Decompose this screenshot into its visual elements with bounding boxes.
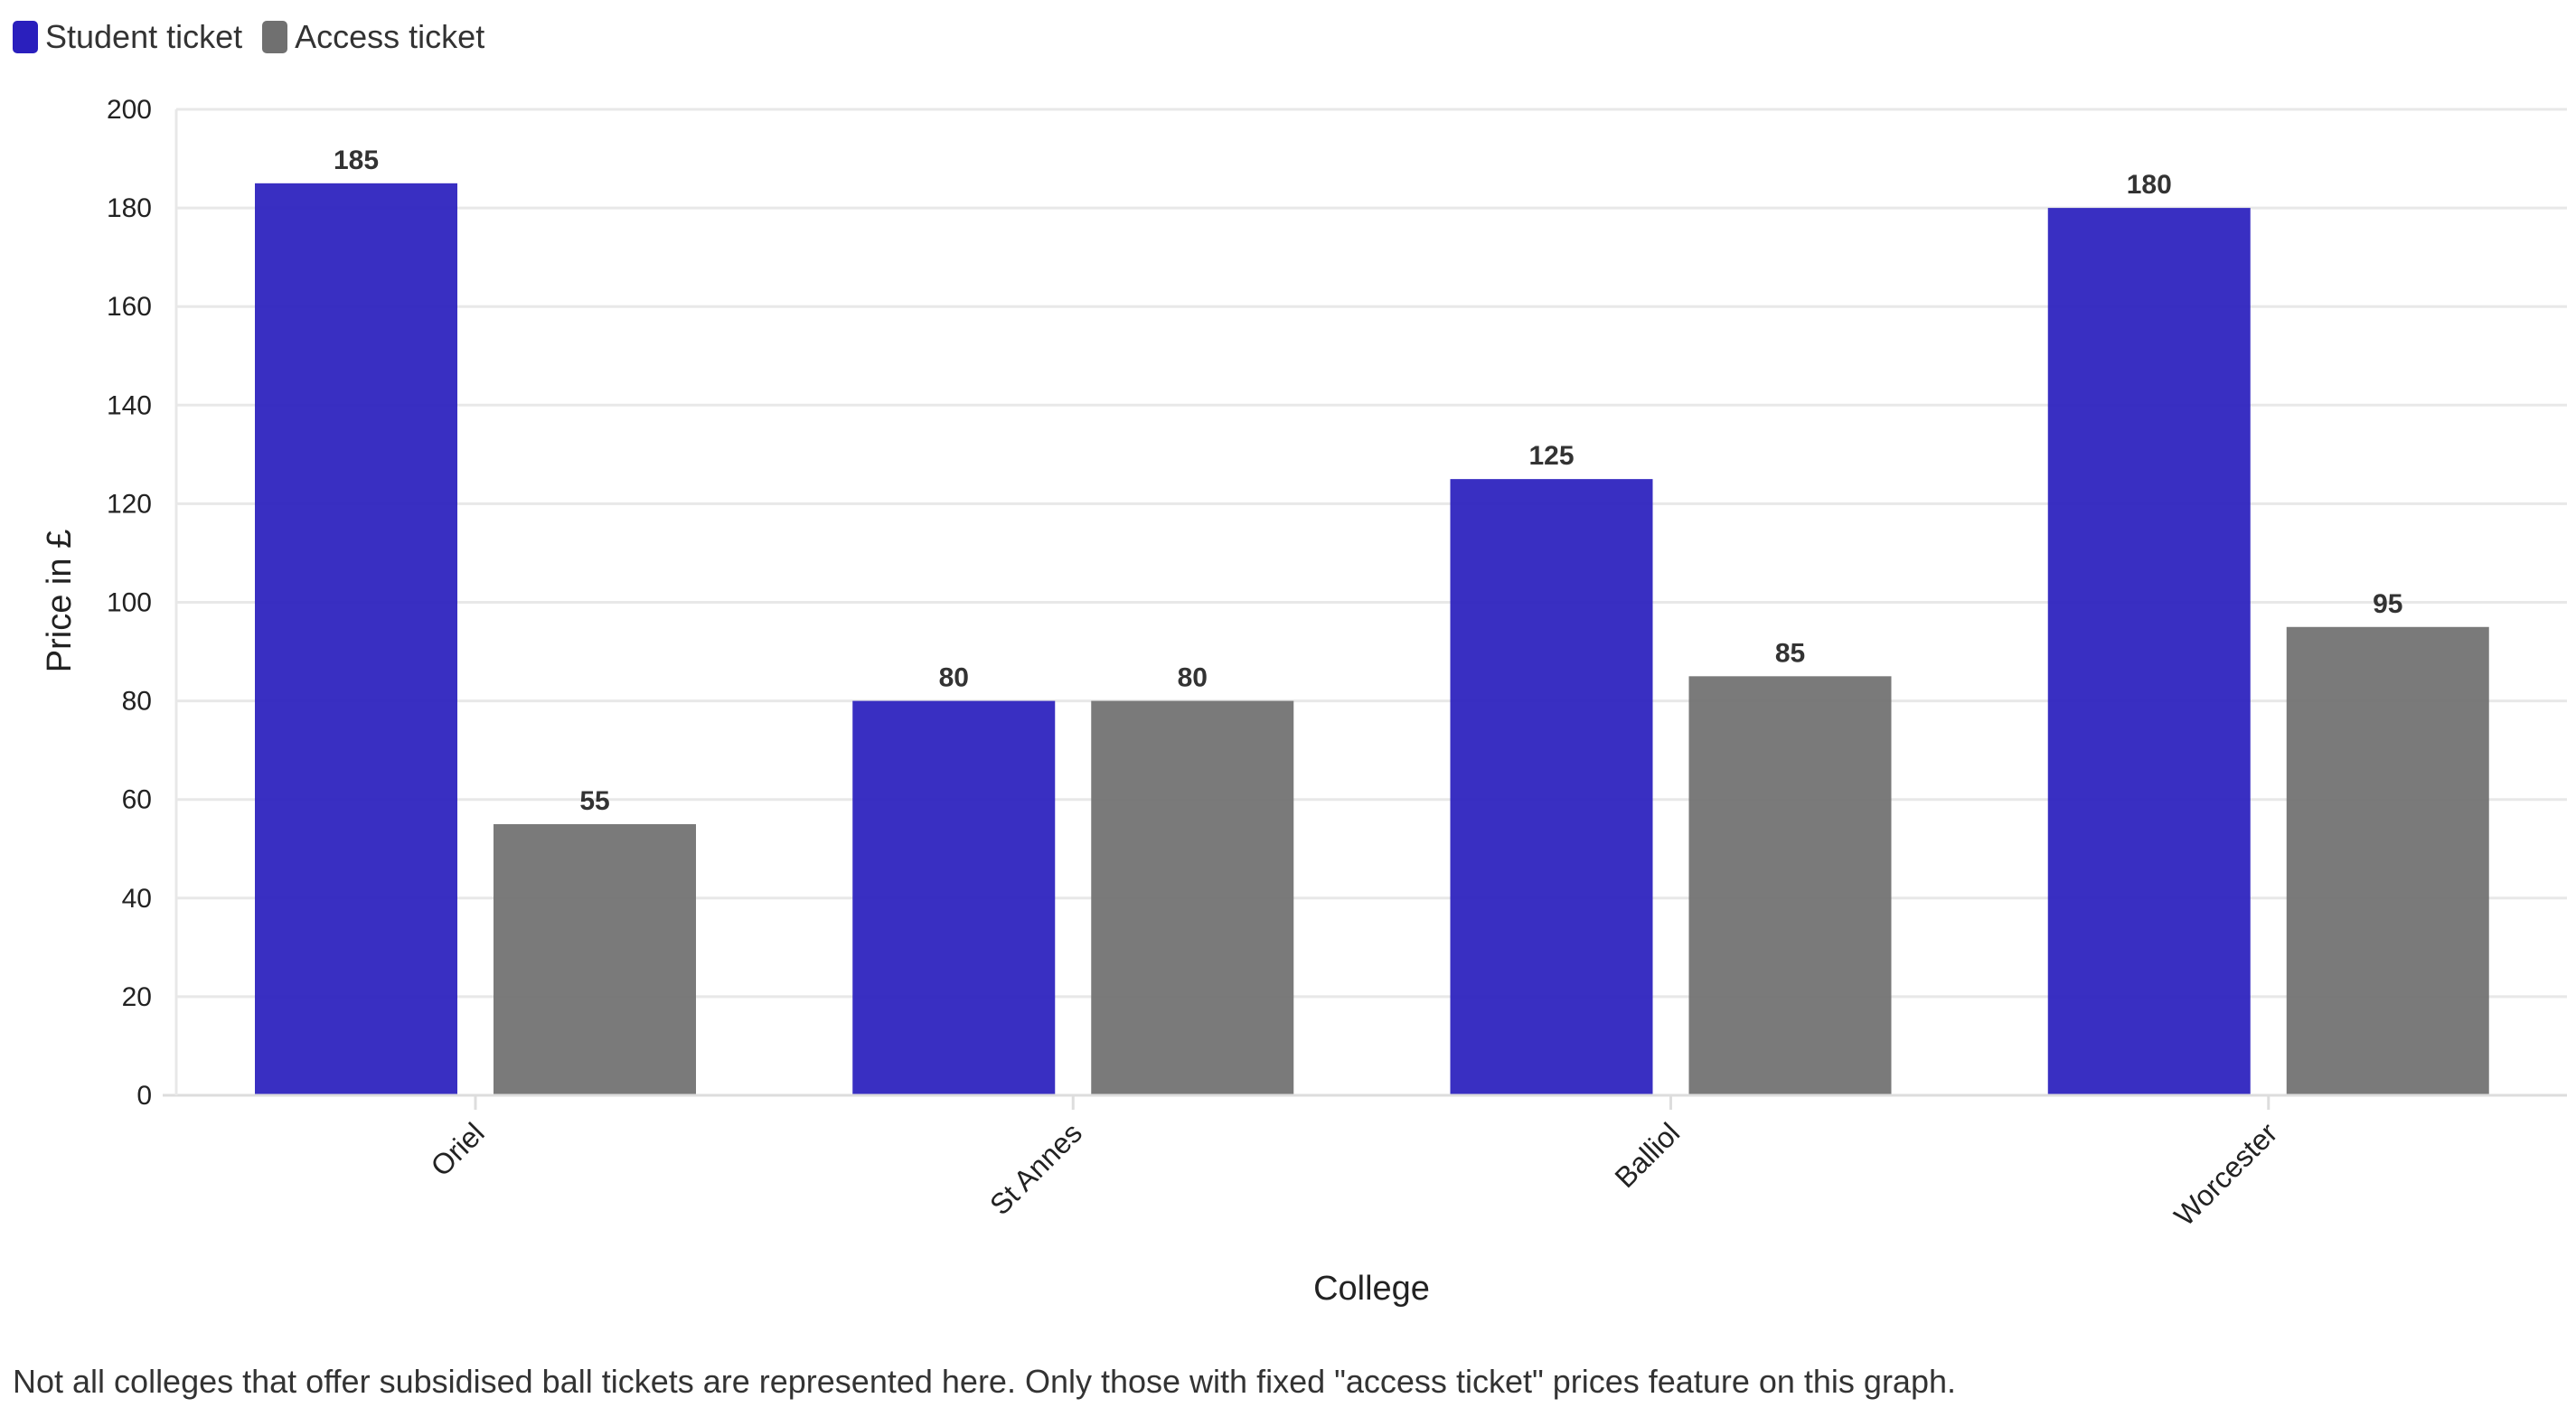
value-label-student-ticket-oriel: 185 [334, 145, 379, 175]
bar-access-ticket-balliol[interactable] [1688, 676, 1892, 1095]
legend-swatch-student-ticket [13, 21, 38, 53]
y-tick-label-20: 20 [122, 982, 152, 1012]
value-label-access-ticket-st-annes: 80 [1178, 663, 1208, 693]
y-tick-label-80: 80 [122, 687, 152, 717]
x-tick-label-st-annes: St Annes [983, 1116, 1088, 1221]
bar-access-ticket-oriel[interactable] [494, 823, 696, 1095]
y-axis-ticks: 0 20 40 60 80 100 120 140 160 180 200 [107, 95, 152, 1111]
legend-swatch-access-ticket [262, 21, 288, 53]
bar-access-ticket-worcester[interactable] [2286, 626, 2489, 1095]
value-label-student-ticket-worcester: 180 [2127, 170, 2172, 200]
y-tick-label-180: 180 [107, 193, 152, 223]
bars [255, 183, 2489, 1096]
y-tick-label-140: 140 [107, 390, 152, 420]
y-tick-label-200: 200 [107, 95, 152, 125]
bar-student-ticket-balliol[interactable] [1450, 479, 1653, 1095]
value-label-access-ticket-worcester: 95 [2373, 589, 2402, 619]
x-tick-label-worcester: Worcester [2167, 1116, 2283, 1232]
legend-label-access-ticket: Access ticket [295, 18, 485, 55]
value-label-student-ticket-st-annes: 80 [939, 663, 969, 693]
value-label-access-ticket-balliol: 85 [1775, 638, 1805, 668]
legend-label-student-ticket: Student ticket [45, 18, 243, 55]
value-label-access-ticket-oriel: 55 [579, 786, 609, 816]
value-label-student-ticket-balliol: 125 [1528, 441, 1574, 471]
y-axis-title: Price in £ [41, 530, 79, 672]
x-tick-label-oriel: Oriel [425, 1116, 491, 1182]
y-tick-label-160: 160 [107, 292, 152, 322]
legend-item-access-ticket[interactable]: Access ticket [262, 21, 484, 53]
bar-access-ticket-st-annes[interactable] [1091, 700, 1294, 1095]
footnote: Not all colleges that offer subsidised b… [13, 1363, 1956, 1400]
bar-student-ticket-oriel[interactable] [255, 183, 457, 1095]
x-axis-title: College [1313, 1270, 1430, 1308]
y-tick-label-60: 60 [122, 785, 152, 815]
legend-item-student-ticket[interactable]: Student ticket [13, 21, 242, 53]
bar-student-ticket-worcester[interactable] [2047, 208, 2251, 1096]
y-tick-label-40: 40 [122, 884, 152, 914]
y-tick-label-120: 120 [107, 489, 152, 519]
bar-chart: 0 20 40 60 80 100 120 140 160 180 200 185 55 80 80 125… [41, 95, 2567, 1308]
bar-student-ticket-st-annes[interactable] [852, 700, 1056, 1095]
y-tick-label-100: 100 [107, 588, 152, 618]
chart-legend: Student ticket Access ticket [13, 14, 484, 60]
y-tick-label-0: 0 [136, 1081, 152, 1111]
x-tick-label-balliol: Balliol [1608, 1116, 1686, 1194]
value-labels: 185 55 80 80 125 85 180 95 [334, 145, 2402, 816]
